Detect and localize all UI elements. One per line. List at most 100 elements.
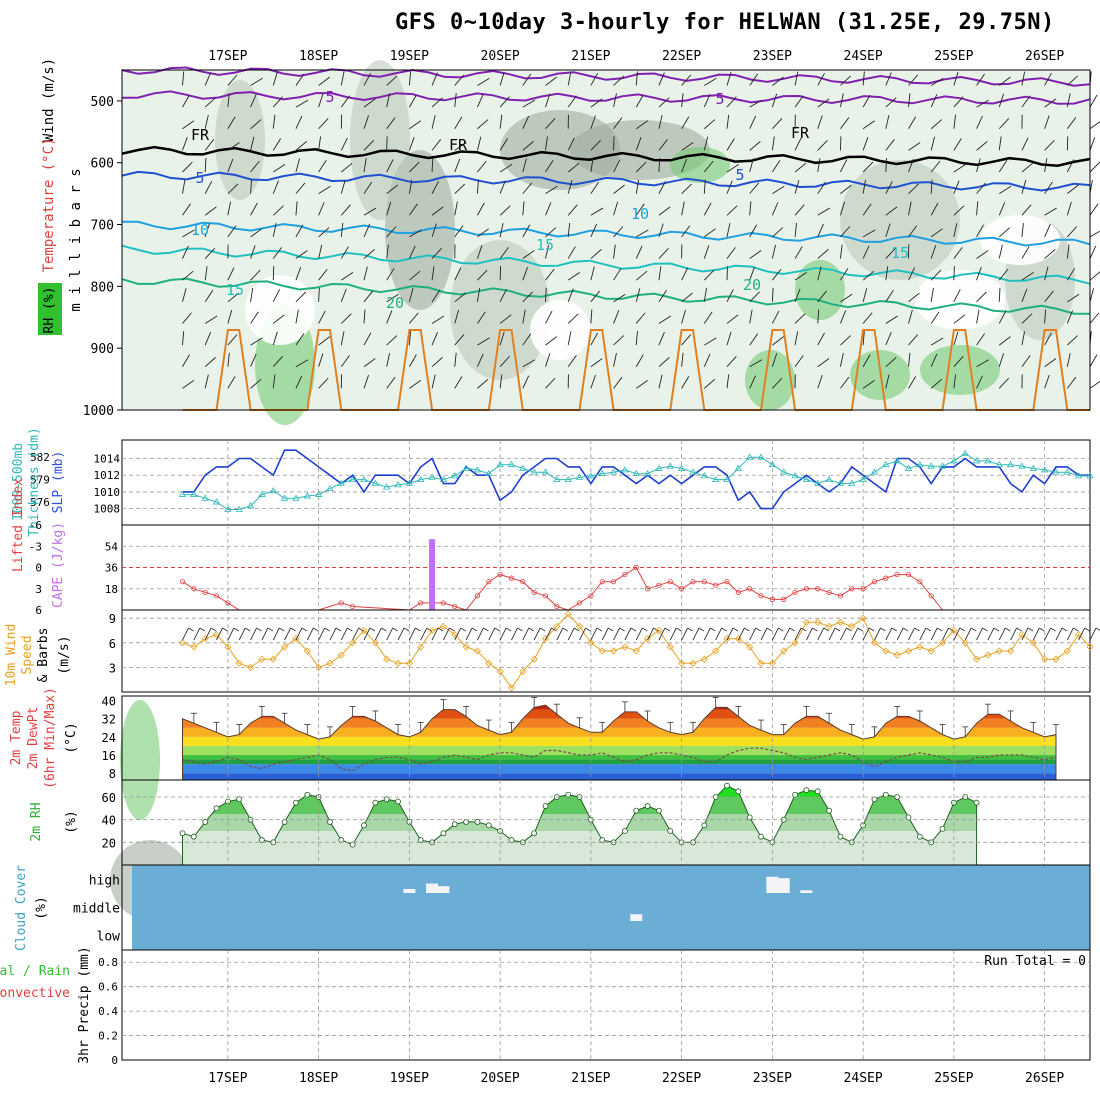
wind-speed-point: [689, 659, 697, 667]
wind-barb: [613, 93, 617, 108]
date-label: 17SEP: [208, 49, 247, 64]
rh-point: [803, 787, 810, 794]
wind-barb: [749, 201, 752, 216]
wind-barb: [1021, 313, 1033, 324]
contour-label: 5: [325, 88, 334, 106]
wind-barb: [613, 268, 622, 281]
wind-barb: [567, 204, 578, 216]
wind-barb: [976, 250, 989, 259]
wind-speed-point: [315, 663, 323, 671]
wind-barb-flag: [539, 627, 546, 632]
wind-speed-point: [916, 643, 924, 651]
wind-barb: [840, 335, 851, 346]
wind-barb: [454, 334, 465, 346]
cape-tick: 18: [105, 583, 118, 596]
wind-barb: [862, 94, 871, 108]
wind-barb: [477, 228, 490, 238]
wind-barb: [511, 627, 518, 641]
wind-speed-point: [1086, 643, 1094, 651]
wind-barb: [409, 120, 422, 130]
wind-barb: [840, 75, 851, 86]
wind-barb-flag: [222, 627, 228, 632]
wind-barb: [1044, 249, 1056, 259]
rh-point: [656, 807, 662, 814]
wind-barb: [613, 293, 626, 303]
wind-barb: [408, 245, 416, 259]
wind-barb: [556, 627, 564, 641]
wind-barb: [227, 93, 230, 108]
wind-barb: [522, 224, 531, 238]
thickness-point: [961, 449, 969, 456]
wind-barb: [204, 157, 207, 173]
wind-barb: [431, 206, 444, 216]
chart-title: GFS 0~10day 3-hourly for HELWAN (31.25E,…: [395, 10, 1055, 35]
precip-tick: 0.2: [98, 1030, 118, 1043]
wind-barb: [1066, 310, 1073, 324]
wind-barb: [431, 357, 443, 368]
wind-barb: [182, 270, 194, 281]
wind-barb: [363, 249, 375, 259]
wind-barb: [408, 179, 413, 194]
rh-point: [916, 833, 923, 840]
wind-barb: [431, 247, 442, 259]
wind-barb-flag: [982, 627, 988, 632]
rh-point: [417, 837, 424, 843]
rh-point: [644, 803, 651, 809]
wind-barb: [681, 309, 686, 324]
wind-barb: [862, 288, 868, 302]
wind-barb-flag: [437, 627, 444, 632]
date-label: 18SEP: [299, 49, 338, 64]
thickness-point: [780, 468, 788, 475]
wind-barb: [726, 96, 737, 108]
wind-barb: [522, 73, 532, 86]
temp-unit: (°C): [64, 722, 79, 753]
wind-barb: [1021, 331, 1026, 346]
wind-barb: [1066, 226, 1078, 238]
wind-barb: [658, 315, 672, 324]
wind-barb: [726, 114, 730, 129]
wind-barb: [862, 354, 871, 367]
cloud-background: [132, 865, 1090, 950]
wind-barb: [908, 376, 917, 389]
precip-tick: 0.4: [98, 1005, 118, 1018]
date-label: 26SEP: [1025, 1071, 1064, 1086]
wind-barb: [817, 358, 830, 368]
temp-label: 2m Temp: [9, 710, 24, 765]
wind-barb: [783, 627, 791, 641]
wind-barb: [227, 116, 236, 129]
wind-barb: [658, 332, 665, 346]
wind-barb: [908, 225, 918, 238]
wind-barb: [930, 627, 938, 641]
wind-barb-flag: [970, 627, 977, 632]
wind-barb: [817, 223, 824, 238]
wind-barb: [250, 269, 261, 281]
lifted-point: [497, 571, 503, 578]
wind-barb: [998, 244, 1003, 259]
wind-barb: [522, 158, 527, 173]
contour-label: FR: [791, 124, 810, 142]
wind-barb: [363, 207, 377, 216]
wind-barb: [477, 202, 485, 216]
wind-barb: [397, 627, 405, 641]
wind-barb: [408, 137, 415, 151]
wind-speed-point: [700, 655, 708, 663]
wind-speed-point: [780, 647, 788, 655]
wind-barb: [182, 229, 195, 238]
thickness-point: [621, 466, 629, 473]
wind-speed-point: [360, 626, 368, 635]
wind-barb-flag: [789, 627, 795, 632]
wind-barb: [908, 142, 921, 151]
thickness-point: [814, 479, 822, 486]
wind-barb: [658, 139, 668, 151]
wind-barb: [567, 331, 572, 346]
wind-barb: [817, 158, 821, 173]
wind-barb: [488, 627, 496, 641]
wind-barb: [862, 179, 866, 194]
wind-speed-point: [462, 643, 470, 651]
wind-barb-flag: [505, 627, 512, 632]
wind-barb: [227, 183, 239, 194]
wind-barb: [590, 266, 595, 281]
lifted-point: [701, 579, 707, 585]
wind-speed-point: [269, 655, 277, 663]
temp-tick: 8: [109, 767, 116, 781]
